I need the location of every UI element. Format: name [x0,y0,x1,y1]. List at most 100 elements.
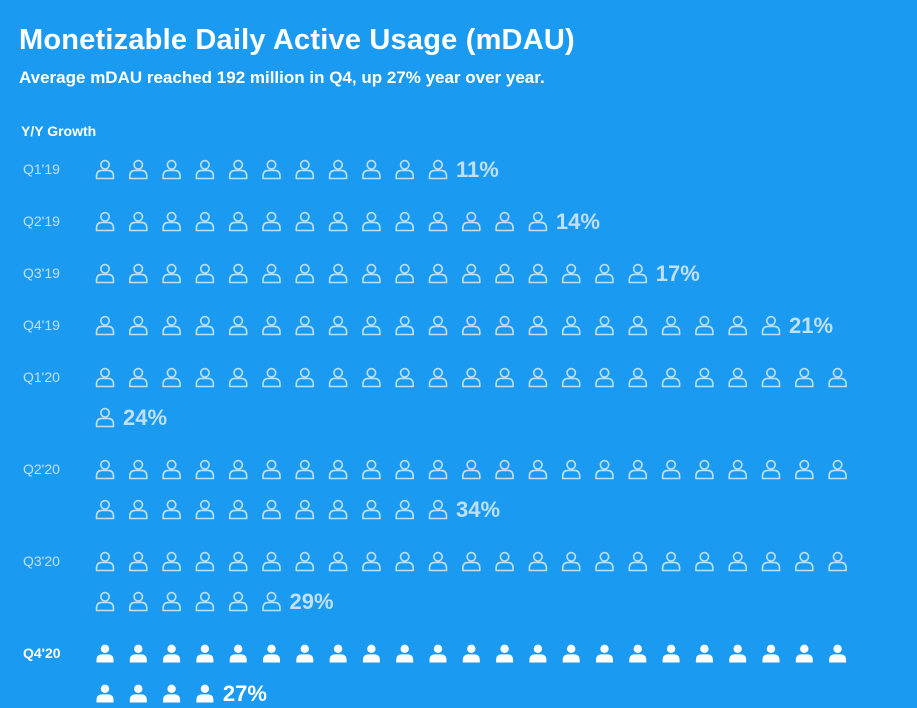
person-filled-icon [329,644,347,663]
person-filled-icon [196,684,214,703]
value-label: 27% [223,681,267,706]
person-outline-icon [395,211,414,232]
person-outline-icon [129,459,148,480]
person-outline-icon [129,499,148,520]
person-outline-icon [295,263,315,284]
person-outline-icon [395,499,414,520]
person-outline-icon [728,459,747,480]
person-outline-icon [162,459,181,480]
person-outline-icon [661,367,681,388]
person-outline-icon [428,159,448,180]
person-outline-icon [328,263,348,284]
person-outline-icon [262,499,281,520]
person-outline-icon [328,551,348,572]
person-outline-icon [295,159,315,180]
person-outline-icon [595,263,614,284]
person-filled-icon [296,644,314,663]
person-filled-icon [762,644,780,663]
person-outline-icon [362,211,381,232]
person-filled-icon [829,644,847,663]
person-outline-icon [95,499,115,520]
row-label: Q3'19 [23,265,60,281]
person-filled-icon [129,684,147,703]
person-outline-icon [728,551,747,572]
person-outline-icon [295,211,315,232]
person-outline-icon [195,367,215,388]
person-filled-icon [496,644,514,663]
person-filled-icon [662,644,680,663]
person-outline-icon [95,263,115,284]
person-outline-icon [695,459,714,480]
person-filled-icon [629,644,647,663]
person-outline-icon [761,551,781,572]
person-outline-icon [362,499,381,520]
person-outline-icon [195,591,215,612]
value-label: 34% [456,497,500,522]
row-label: Q2'20 [23,461,60,477]
person-filled-icon [462,644,480,663]
person-outline-icon [628,367,648,388]
value-label: 29% [290,589,334,614]
person-outline-icon [195,263,215,284]
person-outline-icon [295,551,315,572]
person-filled-icon [562,644,580,663]
person-outline-icon [595,459,614,480]
person-outline-icon [228,591,248,612]
person-outline-icon [129,315,148,336]
person-outline-icon [795,551,814,572]
person-outline-icon [162,211,181,232]
person-outline-icon [528,315,548,336]
person-filled-icon [362,644,380,663]
person-outline-icon [395,551,414,572]
person-outline-icon [295,499,315,520]
person-outline-icon [295,315,315,336]
person-outline-icon [162,159,181,180]
person-outline-icon [561,367,581,388]
person-outline-icon [362,315,381,336]
row-label: Q4'19 [23,317,60,333]
person-outline-icon [428,263,448,284]
person-outline-icon [462,367,481,388]
person-outline-icon [661,551,681,572]
person-outline-icon [528,263,548,284]
person-outline-icon [628,263,648,284]
person-outline-icon [162,591,181,612]
person-outline-icon [129,263,148,284]
chart-subtitle: Average mDAU reached 192 million in Q4, … [19,68,545,87]
person-outline-icon [228,499,248,520]
person-outline-icon [228,263,248,284]
person-outline-icon [595,367,614,388]
person-outline-icon [362,263,381,284]
person-outline-icon [95,159,115,180]
person-outline-icon [795,459,814,480]
person-outline-icon [828,551,847,572]
person-outline-icon [561,315,581,336]
person-outline-icon [328,159,348,180]
row-label: Q2'19 [23,213,60,229]
row-label: Q1'19 [23,161,60,177]
person-outline-icon [395,367,414,388]
person-outline-icon [495,459,514,480]
person-outline-icon [262,315,281,336]
person-outline-icon [195,159,215,180]
person-outline-icon [528,367,548,388]
person-outline-icon [228,459,248,480]
person-outline-icon [395,159,414,180]
person-outline-icon [462,211,481,232]
person-outline-icon [395,263,414,284]
person-outline-icon [761,315,781,336]
person-outline-icon [228,367,248,388]
person-outline-icon [195,551,215,572]
person-outline-icon [561,459,581,480]
person-filled-icon [596,644,613,663]
person-outline-icon [362,159,381,180]
person-outline-icon [395,459,414,480]
value-label: 21% [789,313,833,338]
person-filled-icon [96,644,114,663]
person-outline-icon [195,315,215,336]
person-outline-icon [228,159,248,180]
person-outline-icon [95,367,115,388]
chart-title: Monetizable Daily Active Usage (mDAU) [19,24,575,56]
person-outline-icon [495,315,514,336]
person-outline-icon [695,551,714,572]
